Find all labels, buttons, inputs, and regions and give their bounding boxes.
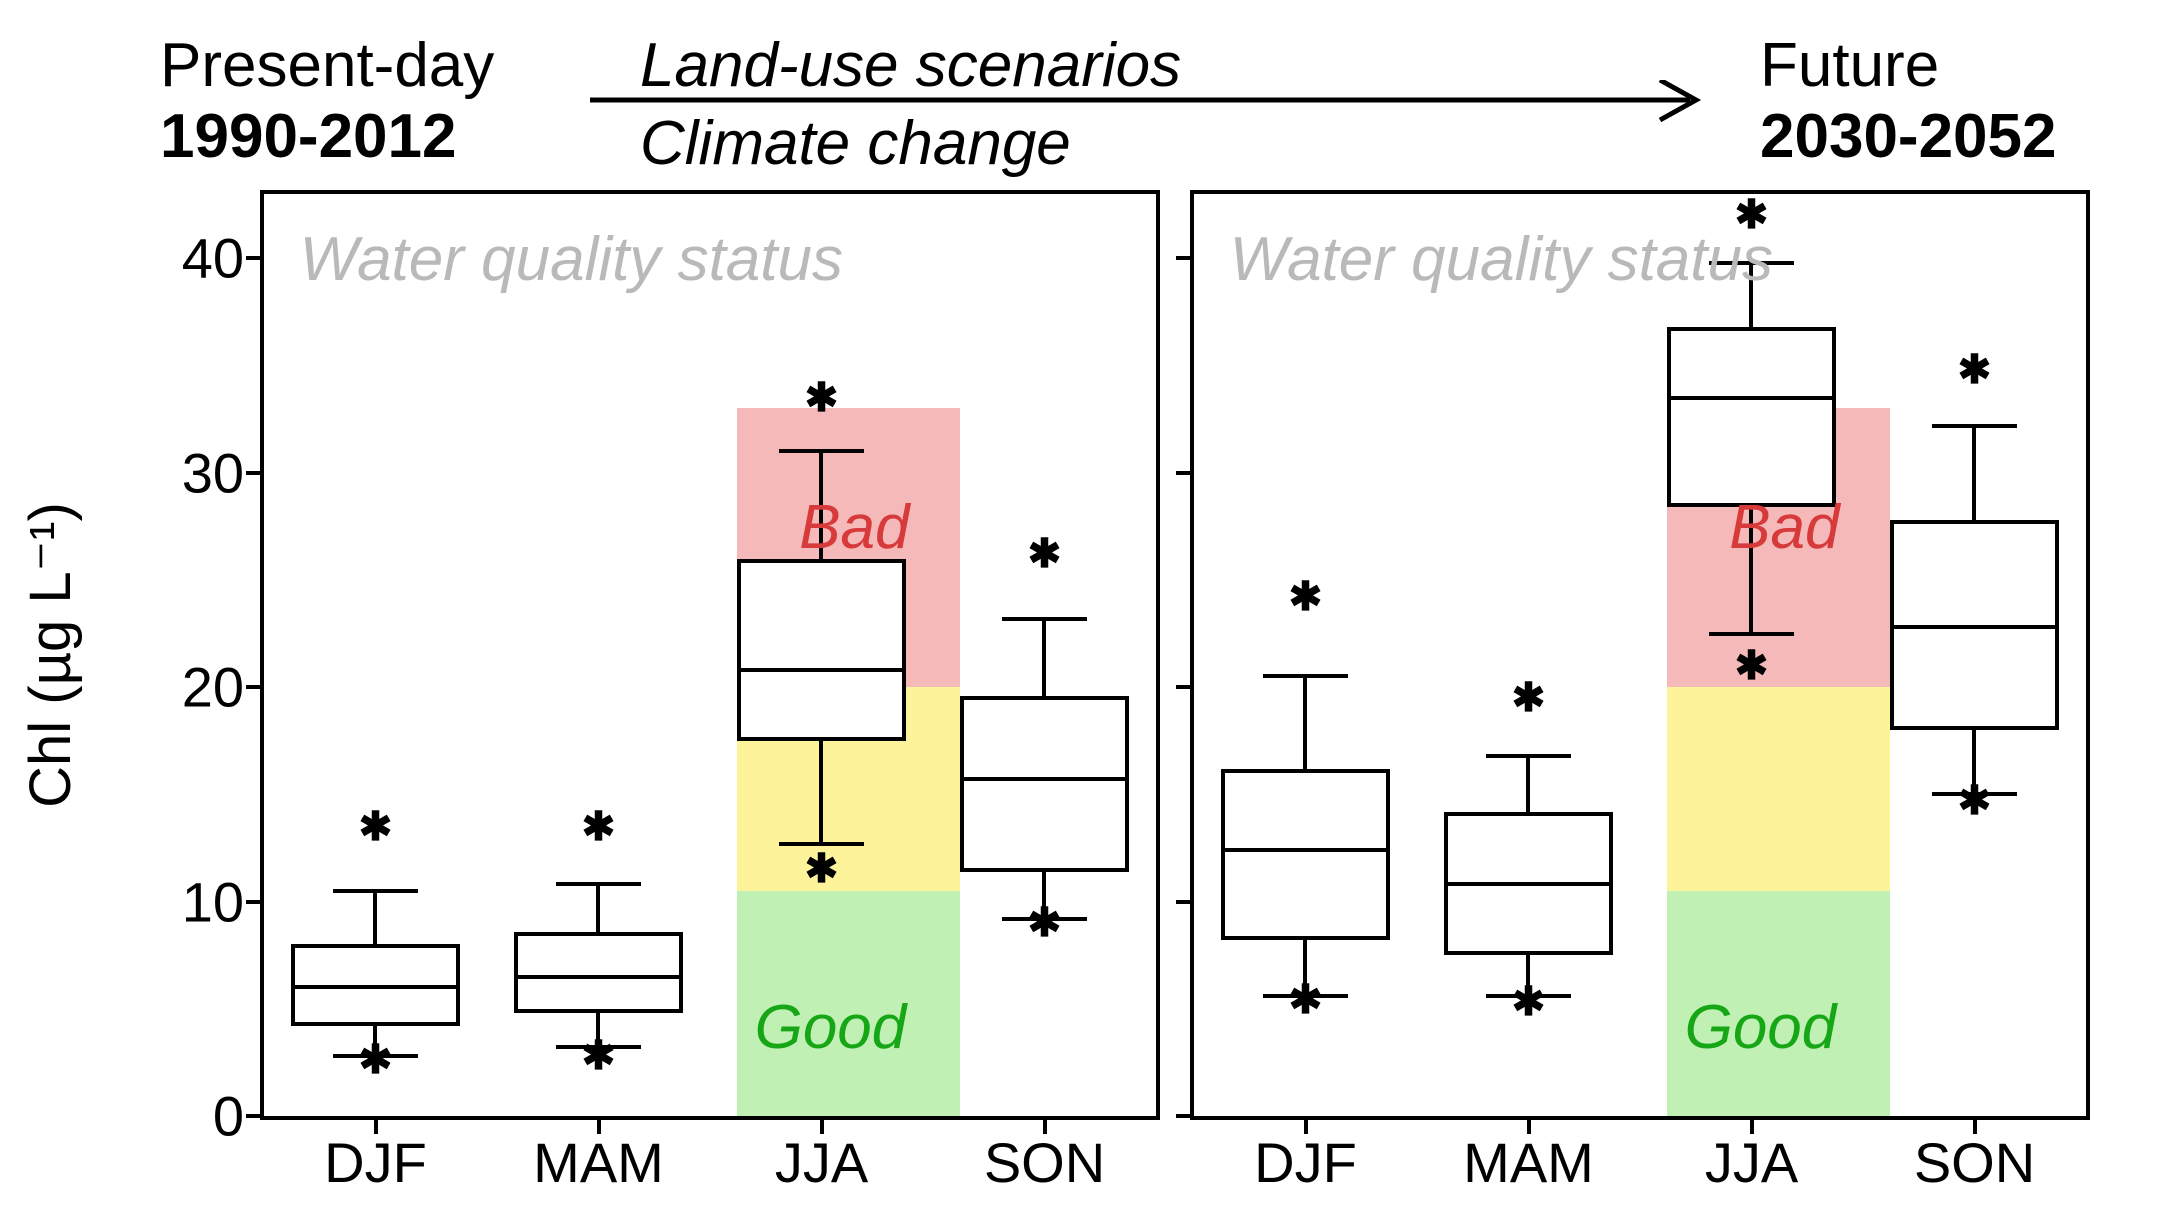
header-left: Present-day 1990-2012: [160, 30, 494, 172]
outlier-marker: ✱: [582, 807, 616, 847]
boxplot-djf: ✱✱: [1221, 194, 1390, 1116]
header-right: Future 2030-2052: [1760, 30, 2057, 172]
panel-future: DJF✱✱MAM✱✱JJA✱✱SON✱✱Water quality status…: [1190, 190, 2090, 1120]
boxplot-son: ✱✱: [1890, 194, 2059, 1116]
x-tick-label: MAM: [1463, 1116, 1594, 1195]
label-water-quality-status: Water quality status: [1230, 224, 1773, 295]
header-left-line2: 1990-2012: [160, 101, 494, 172]
label-bad: Bad: [1729, 492, 1839, 563]
x-tick-label: SON: [1914, 1116, 2035, 1195]
y-tick-label: 30: [182, 440, 264, 505]
outlier-marker: ✱: [1512, 678, 1546, 718]
label-good: Good: [1685, 992, 1837, 1063]
x-tick-label: SON: [984, 1116, 1105, 1195]
panel-present: 010203040DJF✱✱MAM✱✱JJA✱✱SON✱✱Water quali…: [260, 190, 1160, 1120]
outlier-marker: ✱: [1028, 534, 1062, 574]
outlier-marker: ✱: [1512, 982, 1546, 1022]
x-tick-label: JJA: [775, 1116, 868, 1195]
y-tick-label: 10: [182, 869, 264, 934]
header-mid-bottom: Climate change: [640, 108, 1071, 179]
outlier-marker: ✱: [359, 1040, 393, 1080]
plot-area: DJF✱✱MAM✱✱JJA✱✱SON✱✱Water quality status…: [1194, 194, 2086, 1116]
x-tick-label: DJF: [324, 1116, 427, 1195]
outlier-marker: ✱: [1958, 350, 1992, 390]
outlier-marker: ✱: [805, 378, 839, 418]
label-good: Good: [755, 992, 907, 1063]
header-mid-top: Land-use scenarios: [640, 30, 1181, 101]
x-tick-label: MAM: [533, 1116, 664, 1195]
outlier-marker: ✱: [1958, 781, 1992, 821]
y-tick-label: 0: [213, 1084, 264, 1149]
label-bad: Bad: [799, 492, 909, 563]
header-right-line2: 2030-2052: [1760, 101, 2057, 172]
outlier-marker: ✱: [1289, 577, 1323, 617]
y-axis-title: Chl (µg L⁻¹): [16, 502, 84, 808]
y-tick-label: 20: [182, 655, 264, 720]
outlier-marker: ✱: [805, 849, 839, 889]
outlier-marker: ✱: [1735, 646, 1769, 686]
y-tick: [1176, 685, 1194, 689]
boxplot-djf: ✱✱: [291, 194, 460, 1116]
x-tick-label: DJF: [1254, 1116, 1357, 1195]
boxplot-mam: ✱✱: [1444, 194, 1613, 1116]
boxplot-son: ✱✱: [960, 194, 1129, 1116]
boxplot-mam: ✱✱: [514, 194, 683, 1116]
outlier-marker: ✱: [359, 807, 393, 847]
boxplot-jja: ✱✱: [1667, 194, 1836, 1116]
y-tick: [1176, 1114, 1194, 1118]
x-tick-label: JJA: [1705, 1116, 1798, 1195]
y-tick: [1176, 471, 1194, 475]
y-tick: [1176, 256, 1194, 260]
figure-root: Present-day 1990-2012 Future 2030-2052 L…: [0, 0, 2163, 1226]
label-water-quality-status: Water quality status: [300, 224, 843, 295]
header-left-line1: Present-day: [160, 30, 494, 101]
boxplot-jja: ✱✱: [737, 194, 906, 1116]
outlier-marker: ✱: [1028, 903, 1062, 943]
outlier-marker: ✱: [582, 1036, 616, 1076]
header-right-line1: Future: [1760, 30, 2057, 101]
y-tick: [1176, 900, 1194, 904]
outlier-marker: ✱: [1289, 980, 1323, 1020]
y-tick-label: 40: [182, 226, 264, 291]
plot-area: 010203040DJF✱✱MAM✱✱JJA✱✱SON✱✱Water quali…: [264, 194, 1156, 1116]
